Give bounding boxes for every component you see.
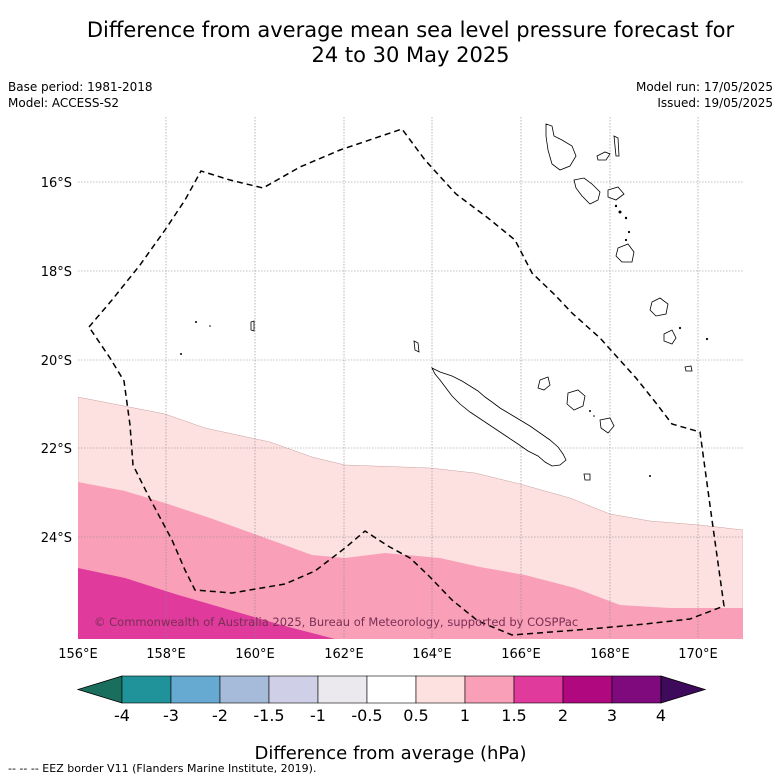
colorbar-swatch xyxy=(415,675,466,704)
vanuatu-espiritu-santo xyxy=(545,123,577,171)
title-line-2: 24 to 30 May 2025 xyxy=(311,43,510,67)
lat-label-18s: 18°S xyxy=(41,265,72,280)
colorbar-tick-label: 3 xyxy=(607,706,617,725)
colorbar-tick-label: -0.5 xyxy=(351,706,382,725)
colorbar-tick-label: 4 xyxy=(656,706,666,725)
lon-label-160e: 160°E xyxy=(235,647,275,662)
lon-label-158e: 158°E xyxy=(146,647,186,662)
loyalty-island-2 xyxy=(566,389,586,411)
lon-label-164e: 164°E xyxy=(412,647,452,662)
meta-left: Base period: 1981-2018 Model: ACCESS-S2 xyxy=(8,79,153,111)
colorbar-tick-label: -1 xyxy=(310,706,326,725)
loyalty-island-3 xyxy=(599,417,615,434)
isle-of-pines xyxy=(583,473,591,481)
eez-footnote: -- -- -- EEZ border V11 (Flanders Marine… xyxy=(8,762,317,775)
vanuatu-maewo xyxy=(613,135,620,157)
lon-label-162e: 162°E xyxy=(324,647,364,662)
copyright-text: © Commonwealth of Australia 2025, Bureau… xyxy=(94,615,578,629)
longitude-labels: 156°E 158°E 160°E 162°E 164°E 166°E 168°… xyxy=(58,647,718,662)
issued-date: Issued: 19/05/2025 xyxy=(657,96,773,110)
colorbar-swatch xyxy=(611,675,662,704)
lat-label-20s: 20°S xyxy=(41,354,72,369)
chesterfield-islet xyxy=(250,320,255,332)
lat-label-16s: 16°S xyxy=(41,176,72,191)
colorbar-swatch xyxy=(513,675,564,704)
latitude-labels: 16°S 18°S 20°S 22°S 24°S xyxy=(41,176,72,546)
colorbar-swatch xyxy=(121,675,172,704)
colorbar-label: Difference from average (hPa) xyxy=(254,743,527,764)
vanuatu-epi xyxy=(607,186,625,201)
colorbar-swatch xyxy=(317,675,368,704)
belep-islands xyxy=(413,340,420,353)
small-islets xyxy=(180,204,709,477)
lon-label-156e: 156°E xyxy=(58,647,98,662)
lon-label-166e: 166°E xyxy=(501,647,541,662)
eez-border xyxy=(88,128,725,636)
colorbar-tick-label: 1.5 xyxy=(501,706,526,725)
model-name: Model: ACCESS-S2 xyxy=(8,96,120,110)
vanuatu-aneityum xyxy=(684,365,693,372)
colorbar: -4 -3 -2 -1.5 -1 -0.5 0.5 1 1.5 2 3 4 xyxy=(76,675,707,725)
vanuatu-efate xyxy=(615,243,635,263)
lon-label-170e: 170°E xyxy=(678,647,718,662)
base-period: Base period: 1981-2018 xyxy=(8,80,153,94)
vanuatu-ambae xyxy=(596,151,611,161)
colorbar-swatch xyxy=(268,675,319,704)
colorbar-swatch xyxy=(170,675,221,704)
colorbar-tick-label: -4 xyxy=(114,706,130,725)
gridlines xyxy=(78,117,743,639)
colorbar-tick-label: -1.5 xyxy=(253,706,284,725)
colorbar-swatch xyxy=(219,675,270,704)
lat-label-24s: 24°S xyxy=(41,531,72,546)
colorbar-tick-label: -3 xyxy=(163,706,179,725)
map-plot-area xyxy=(78,117,743,639)
vanuatu-malakula xyxy=(573,177,601,205)
colorbar-extend-low xyxy=(76,675,123,704)
new-caledonia-coastline xyxy=(431,367,567,467)
lat-label-22s: 22°S xyxy=(41,442,72,457)
title-line-1: Difference from average mean sea level p… xyxy=(86,18,735,42)
colorbar-tick-label: -2 xyxy=(212,706,228,725)
colorbar-extend-high xyxy=(660,675,707,704)
colorbar-swatch xyxy=(366,675,417,704)
anomaly-band-1-5-to-2 xyxy=(78,568,335,639)
loyalty-island-1 xyxy=(537,376,551,391)
meta-right: Model run: 17/05/2025 Issued: 19/05/2025 xyxy=(636,79,773,111)
colorbar-tick-label: 2 xyxy=(558,706,568,725)
colorbar-swatch xyxy=(464,675,515,704)
lon-label-168e: 168°E xyxy=(590,647,630,662)
colorbar-tick-label: 0.5 xyxy=(403,706,428,725)
colorbar-swatch xyxy=(562,675,613,704)
map-title: Difference from average mean sea level p… xyxy=(0,18,781,68)
vanuatu-tanna xyxy=(663,329,677,345)
vanuatu-erromango xyxy=(649,297,669,317)
model-run: Model run: 17/05/2025 xyxy=(635,80,773,94)
colorbar-tick-label: 1 xyxy=(460,706,470,725)
anomaly-band-1-to-1-5 xyxy=(78,482,743,639)
